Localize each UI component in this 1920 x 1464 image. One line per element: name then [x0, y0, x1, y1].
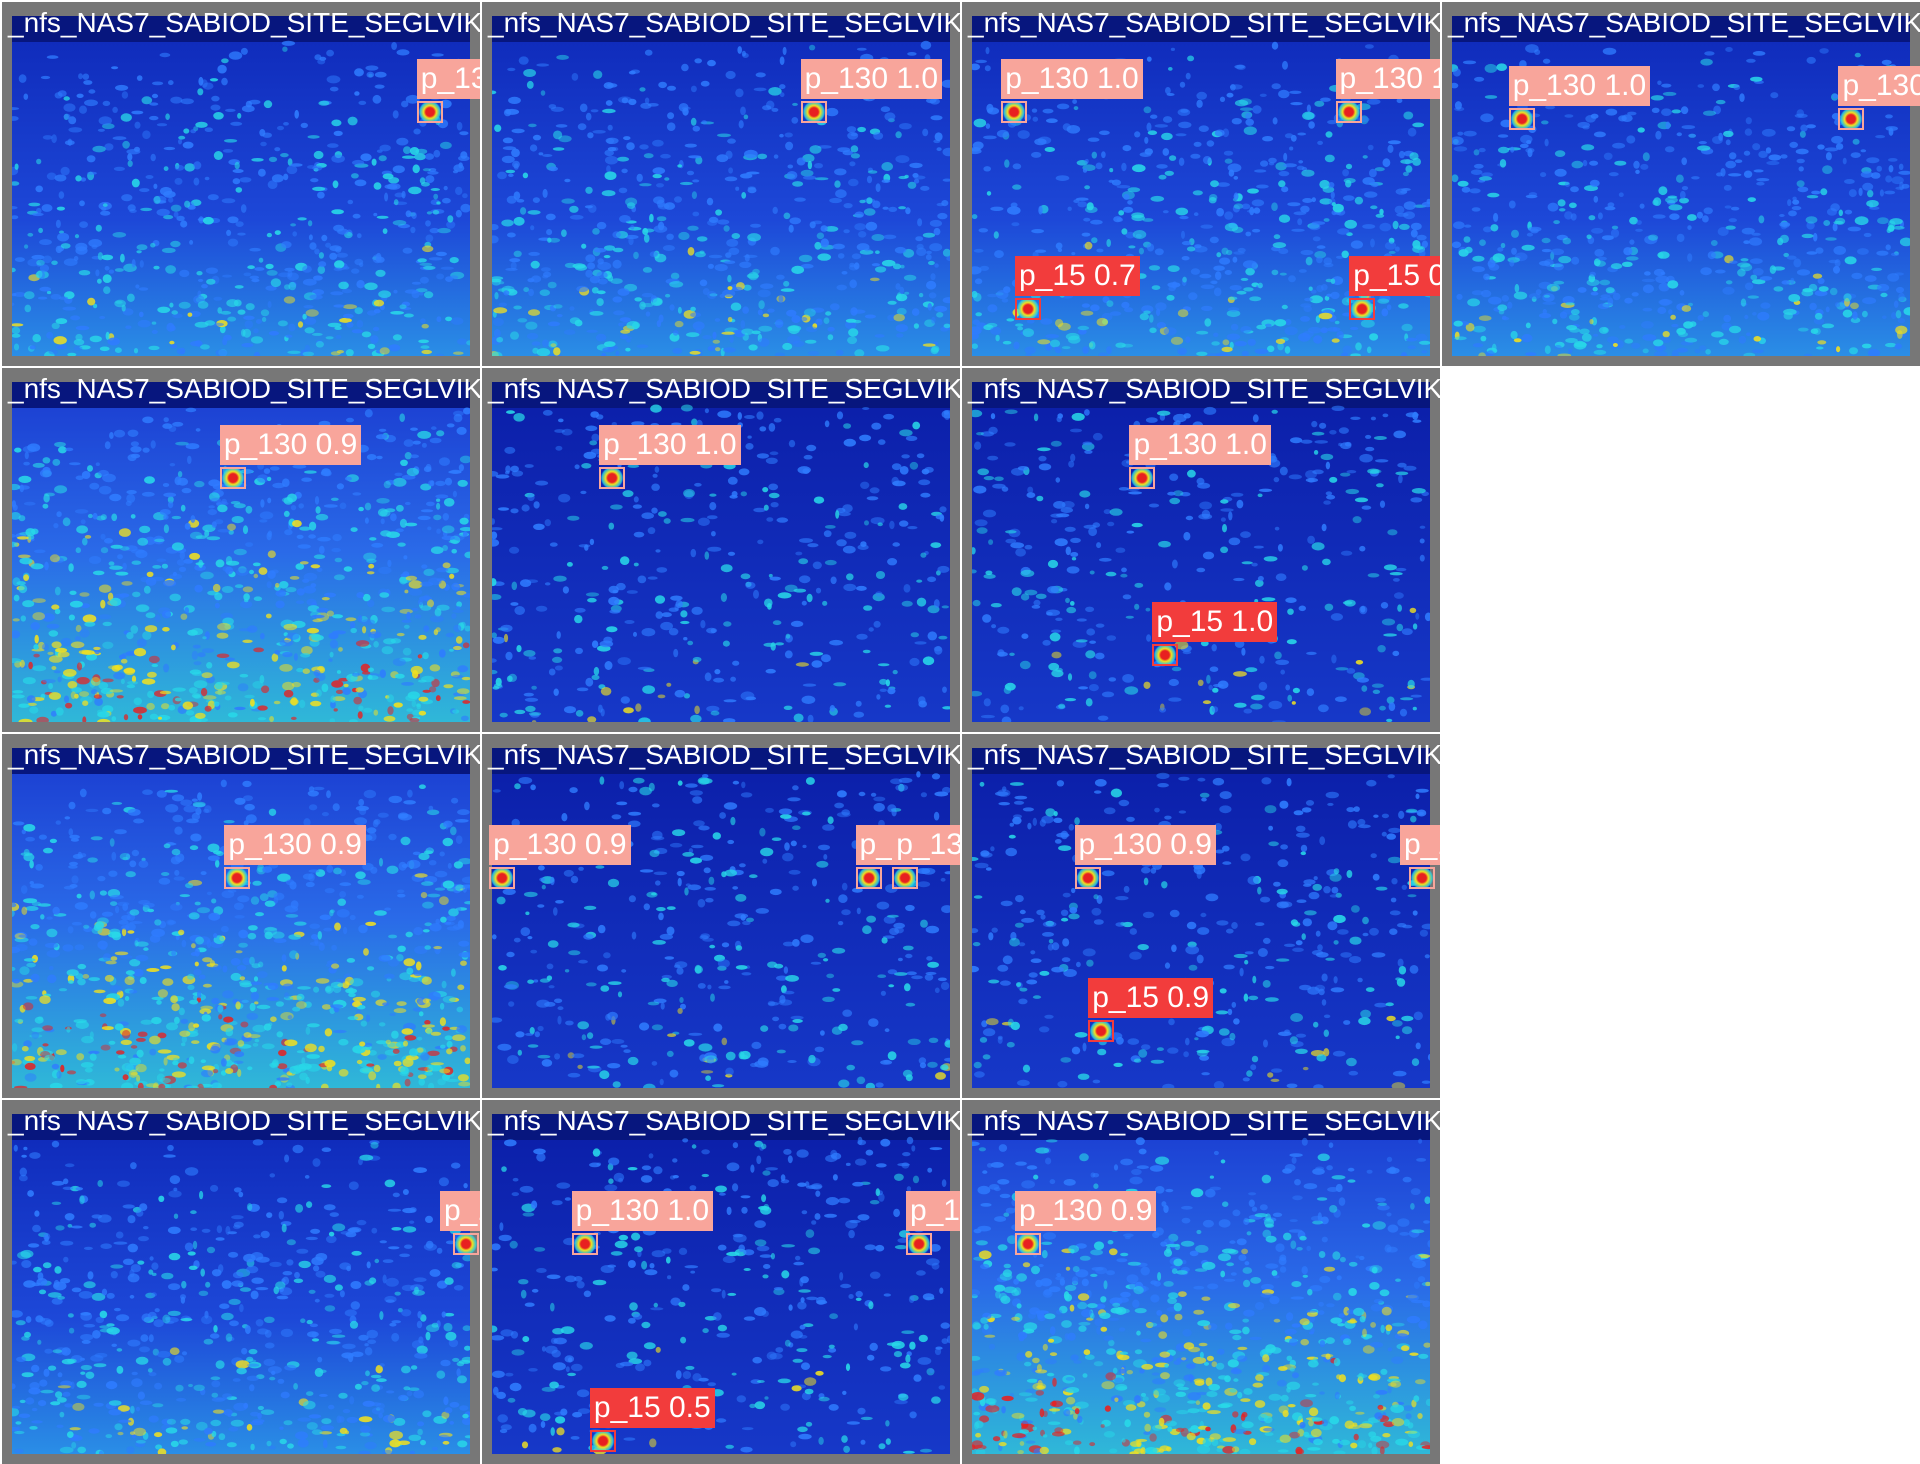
spectrogram-tile: _nfs_NAS7_SABIOD_SITE_SEGLVIK_manip_YOLO… — [2, 734, 480, 1098]
spectrogram-tile: _nfs_NAS7_SABIOD_SITE_SEGLVIK_manip_YOLO… — [962, 734, 1440, 1098]
spectrogram-image — [972, 748, 1430, 1088]
spectrogram-tile: _nfs_NAS7_SABIOD_SITE_SEGLVIK_manip_YOLO… — [962, 1100, 1440, 1464]
spectrogram-tile: _nfs_NAS7_SABIOD_SITE_SEGLVIK_manip_YOLO… — [1442, 2, 1920, 366]
detection-box — [1349, 298, 1376, 321]
spectrogram-tile: _nfs_NAS7_SABIOD_SITE_SEGLVIK_manip_YOLO… — [482, 368, 960, 732]
spectrogram-tile: _nfs_NAS7_SABIOD_SITE_SEGLVIK_manip_YOLO… — [2, 368, 480, 732]
detection-box — [1014, 1233, 1041, 1256]
detection-box — [1838, 108, 1865, 130]
detection-box — [489, 867, 516, 890]
detection-label: p_15 0.8 — [1349, 256, 1440, 297]
spectrogram-tile: _nfs_NAS7_SABIOD_SITE_SEGLVIK_manip_YOLO… — [962, 2, 1440, 366]
spectrogram-tile: _nfs_NAS7_SABIOD_SITE_SEGLVIK_manip_YOLO… — [2, 1100, 480, 1464]
detection-box — [599, 467, 626, 490]
spectrogram-image — [12, 748, 470, 1088]
detection-box — [224, 867, 251, 890]
detection-box — [892, 867, 919, 890]
detection-box — [1129, 467, 1156, 490]
detection-label: p_130 1.0 — [800, 59, 943, 100]
detection-label: p_130 1.0 — [1400, 825, 1440, 866]
spectrogram-image — [12, 1114, 470, 1454]
detection-label: p_130 0.9 — [1074, 825, 1216, 866]
detection-label: p_130 1.0 — [1001, 59, 1143, 100]
detection-label: p_130 1.0 — [1508, 66, 1651, 106]
detection-label: p_130 0.9 — [219, 425, 362, 466]
detection-box — [589, 1430, 616, 1453]
detection-label: p_15 0.7 — [1014, 256, 1140, 297]
detection-box — [1408, 867, 1435, 890]
detection-label: p_130 1.0 — [892, 825, 960, 866]
spectrogram-image — [972, 1114, 1430, 1454]
detection-box — [855, 867, 882, 890]
detection-box — [800, 101, 827, 124]
spectrogram-tile: _nfs_NAS7_SABIOD_SITE_SEGLVIK_manip_YOLO… — [2, 2, 480, 366]
detection-box — [1152, 644, 1179, 666]
detection-label: p_130 1.0 — [1838, 66, 1920, 106]
detection-label: p_130 0.9 — [224, 825, 366, 866]
detection-label: p_15 0.5 — [589, 1388, 715, 1429]
detection-label: p_130 0.8 — [416, 59, 480, 100]
detection-box — [1335, 101, 1362, 124]
detection-box — [219, 467, 246, 490]
detection-box — [571, 1233, 598, 1256]
detection-label: p_130 1.0 — [1129, 425, 1271, 466]
spectrogram-image — [492, 748, 950, 1088]
detection-box — [1001, 101, 1028, 124]
spectrogram-tile: _nfs_NAS7_SABIOD_SITE_SEGLVIK_manip_YOLO… — [482, 1100, 960, 1464]
spectrogram-tile: _nfs_NAS7_SABIOD_SITE_SEGLVIK_manip_YOLO… — [482, 2, 960, 366]
detection-label: p_130 0.9 — [1014, 1191, 1157, 1232]
spectrogram-image — [12, 16, 470, 356]
spectrogram-tile: _nfs_NAS7_SABIOD_SITE_SEGLVIK_manip_YOLO… — [962, 368, 1440, 732]
detection-box — [453, 1233, 480, 1256]
spectrogram-tile: _nfs_NAS7_SABIOD_SITE_SEGLVIK_manip_YOLO… — [482, 734, 960, 1098]
spectrogram-image — [492, 1114, 950, 1454]
detection-label: p_15 0.9 — [1088, 978, 1214, 1019]
detection-label: p_15 1.0 — [1152, 602, 1278, 642]
detection-box — [1088, 1020, 1115, 1043]
detection-label: p_130 0.9 — [489, 825, 631, 866]
detection-box — [1014, 298, 1041, 321]
detection-label: p_130 1.0 — [440, 1191, 480, 1232]
detection-box — [1508, 108, 1535, 130]
detection-label: p_130 1.0 — [571, 1191, 714, 1232]
detection-label: p_130 1.0 — [905, 1191, 960, 1232]
detection-label: p_130 1.0 — [1335, 59, 1440, 100]
detection-label: p_130 1.0 — [599, 425, 741, 466]
detection-box — [416, 101, 443, 124]
detection-box — [1074, 867, 1101, 890]
detection-box — [905, 1233, 932, 1256]
